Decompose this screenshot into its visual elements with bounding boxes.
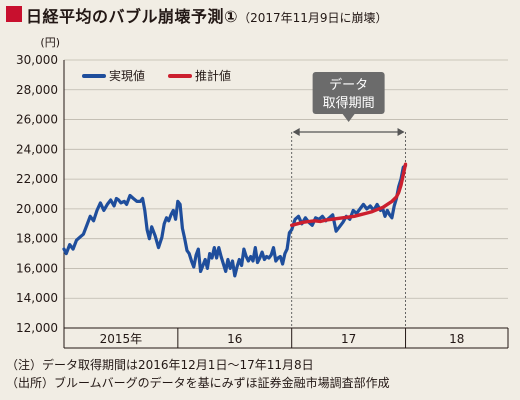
y-tick-label: 12,000 — [16, 321, 58, 335]
x-axis: 2015年 16 17 18 — [63, 327, 509, 349]
x-tick-label: 17 — [341, 332, 356, 346]
grid-lines — [63, 59, 508, 329]
annotation-arrow-right — [397, 128, 405, 136]
legend: 実現値 推計値 — [82, 68, 231, 83]
y-tick-label: 20,000 — [16, 202, 58, 216]
annotation-label-box — [312, 72, 385, 114]
x-tick-label: 2015年 — [100, 332, 143, 346]
y-tick-label: 18,000 — [16, 232, 58, 246]
x-tick-label: 16 — [227, 332, 242, 346]
x-tick-label: 18 — [449, 332, 464, 346]
y-axis-ticks: 12,000 14,000 16,000 18,000 20,000 22,000 24,0… — [16, 53, 58, 335]
legend-label-estimate: 推計値 — [195, 68, 231, 83]
note-period: （注）データ取得期間は2016年12月1日〜17年11月8日 — [6, 358, 314, 372]
y-unit-label: (円) — [40, 36, 60, 49]
series-lines — [62, 162, 408, 278]
y-tick-label: 22,000 — [16, 172, 58, 186]
chart-title-main: 日経平均のバブル崩壊予測① — [26, 7, 239, 26]
annotation-label-pointer — [342, 114, 355, 122]
y-tick-label: 30,000 — [16, 53, 58, 67]
series-line-actual — [62, 164, 408, 278]
chart-title-sub: （2017年11月9日に崩壊） — [238, 11, 388, 25]
y-tick-label: 28,000 — [16, 83, 58, 97]
title-accent-square — [6, 6, 22, 22]
annotation-data-period: データ取得期間 — [291, 72, 406, 328]
series-line-estimate — [290, 162, 408, 227]
annotation-label-line2: 取得期間 — [323, 95, 375, 111]
legend-label-actual: 実現値 — [109, 68, 145, 83]
y-tick-label: 26,000 — [16, 113, 58, 127]
y-tick-label: 14,000 — [16, 291, 58, 305]
annotation-arrow-left — [292, 128, 300, 136]
annotation-label-line1: データ — [329, 77, 368, 93]
y-tick-label: 16,000 — [16, 261, 58, 275]
note-source: （出所）ブルームバーグのデータを基にみずほ証券金融市場調査部作成 — [6, 376, 390, 390]
y-tick-label: 24,000 — [16, 142, 58, 156]
chart-title: 日経平均のバブル崩壊予測①（2017年11月9日に崩壊） — [26, 3, 388, 27]
